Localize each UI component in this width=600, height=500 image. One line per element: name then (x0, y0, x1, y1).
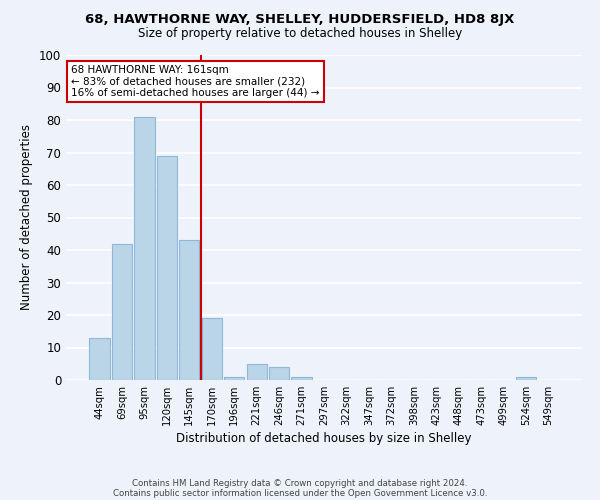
X-axis label: Distribution of detached houses by size in Shelley: Distribution of detached houses by size … (176, 432, 472, 445)
Bar (112, 244, 132, 380)
Text: Contains HM Land Registry data © Crown copyright and database right 2024.: Contains HM Land Registry data © Crown c… (132, 478, 468, 488)
Bar (157, 156, 177, 380)
Y-axis label: Number of detached properties: Number of detached properties (20, 124, 34, 310)
Text: Size of property relative to detached houses in Shelley: Size of property relative to detached ho… (138, 28, 462, 40)
Bar (202, 318, 222, 380)
Text: 68, HAWTHORNE WAY, SHELLEY, HUDDERSFIELD, HD8 8JX: 68, HAWTHORNE WAY, SHELLEY, HUDDERSFIELD… (85, 12, 515, 26)
Text: 68 HAWTHORNE WAY: 161sqm
← 83% of detached houses are smaller (232)
16% of semi-: 68 HAWTHORNE WAY: 161sqm ← 83% of detach… (71, 64, 320, 98)
Bar (179, 240, 199, 380)
Bar (224, 377, 244, 380)
Bar (292, 377, 311, 380)
Bar (269, 367, 289, 380)
Text: Contains public sector information licensed under the Open Government Licence v3: Contains public sector information licen… (113, 488, 487, 498)
Bar (134, 116, 155, 380)
Bar (247, 364, 267, 380)
Bar (516, 377, 536, 380)
Bar (89, 338, 110, 380)
